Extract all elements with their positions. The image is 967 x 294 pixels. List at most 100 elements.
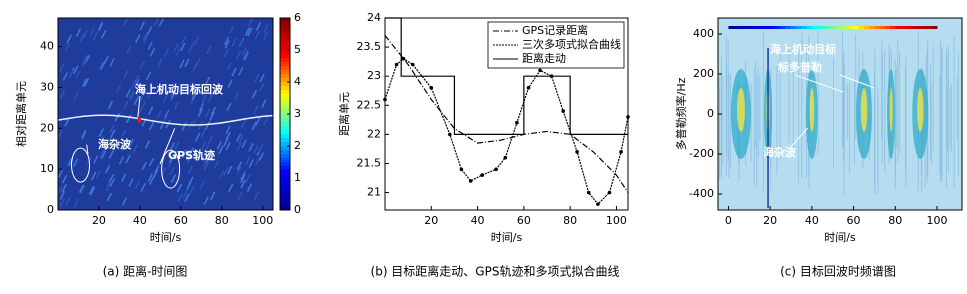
clutter xyxy=(173,101,180,111)
clutter xyxy=(187,165,193,175)
top-band xyxy=(822,26,828,29)
colorbar-tick-label: 5 xyxy=(294,43,301,56)
colorbar-cell xyxy=(280,138,290,143)
y-tick-label: 22.5 xyxy=(357,98,382,111)
top-band xyxy=(790,26,797,29)
point xyxy=(619,150,623,154)
legend-label: GPS记录距离 xyxy=(522,23,588,37)
clutter xyxy=(255,117,261,127)
clutter xyxy=(66,157,72,167)
caption: (c) 目标回波时频谱图 xyxy=(780,265,896,279)
y-axis-label: 距离单元 xyxy=(337,92,351,136)
clutter xyxy=(123,101,129,110)
clutter xyxy=(83,77,90,87)
clutter xyxy=(81,129,87,139)
clutter xyxy=(223,36,230,46)
clutter xyxy=(135,34,141,43)
clutter xyxy=(148,157,155,167)
clutter xyxy=(62,72,69,81)
clutter xyxy=(231,37,237,47)
point xyxy=(480,173,485,177)
target xyxy=(137,117,141,123)
point xyxy=(494,167,498,172)
x-tick-label: 20 xyxy=(763,214,777,227)
annotation-arrow xyxy=(86,144,89,155)
clutter xyxy=(147,89,153,99)
clutter xyxy=(116,83,122,93)
clutter xyxy=(121,173,127,183)
clutter xyxy=(259,73,265,83)
clutter xyxy=(126,114,132,124)
clutter xyxy=(82,29,88,39)
clutter xyxy=(93,155,99,164)
clutter xyxy=(121,197,128,206)
clutter xyxy=(235,50,242,60)
clutter xyxy=(153,17,160,27)
point xyxy=(607,190,612,195)
top-band xyxy=(817,26,823,29)
colorbar-cell xyxy=(280,54,290,59)
x-tick-label: 60 xyxy=(847,214,861,227)
clutter xyxy=(59,62,65,72)
clutter xyxy=(118,155,125,165)
clutter xyxy=(263,31,269,41)
y-tick-label: 24 xyxy=(367,11,381,24)
colorbar-cell xyxy=(280,34,290,39)
top-band xyxy=(827,26,834,29)
top-band xyxy=(738,26,745,29)
x-tick-label: 40 xyxy=(471,214,485,227)
top-band xyxy=(775,26,782,29)
clutter xyxy=(149,47,156,57)
clutter xyxy=(203,144,210,154)
clutter xyxy=(238,66,244,76)
legend-label: 距离走动 xyxy=(522,51,566,65)
clutter xyxy=(186,181,192,190)
clutter xyxy=(78,184,85,193)
x-tick-label: 40 xyxy=(133,214,147,227)
x-tick-label: 60 xyxy=(174,214,188,227)
clutter xyxy=(84,54,91,64)
clutter xyxy=(248,159,254,168)
y-tick-label: 23.5 xyxy=(357,40,382,53)
clutter xyxy=(203,196,209,205)
x-tick-label: 40 xyxy=(805,214,819,227)
clutter xyxy=(186,155,192,164)
clutter xyxy=(146,26,153,35)
clutter xyxy=(236,142,243,151)
y-tick-label: 400 xyxy=(693,27,714,40)
x-tick-label: 80 xyxy=(888,214,902,227)
top-band xyxy=(869,26,875,29)
top-band xyxy=(853,26,860,29)
clutter xyxy=(91,171,97,181)
top-band xyxy=(916,26,922,29)
clutter xyxy=(185,149,191,158)
colorbar-cell xyxy=(280,78,290,83)
y-tick-label: 30 xyxy=(40,80,54,93)
clutter xyxy=(80,184,86,194)
y-tick-label: 23 xyxy=(367,69,381,82)
clutter xyxy=(241,139,247,149)
clutter xyxy=(223,138,229,147)
colorbar-cell xyxy=(280,178,290,183)
clutter xyxy=(125,88,132,98)
clutter xyxy=(245,27,251,37)
clutter xyxy=(227,165,233,175)
x-axis-label: 时间/s xyxy=(824,231,856,244)
clutter xyxy=(195,132,201,142)
colorbar-cell xyxy=(280,98,290,103)
clutter xyxy=(142,32,148,41)
clutter xyxy=(191,118,197,128)
legend-box xyxy=(487,21,625,69)
point xyxy=(468,179,473,183)
colorbar-cell xyxy=(280,102,290,107)
clutter xyxy=(169,166,175,176)
clutter-ring xyxy=(161,149,181,189)
clutter xyxy=(88,186,95,195)
top-band xyxy=(770,26,776,29)
caption: (a) 距离-时间图 xyxy=(103,264,188,279)
colorbar-cell xyxy=(280,110,290,115)
top-band xyxy=(744,26,750,29)
colorbar-cell xyxy=(280,134,290,139)
clutter xyxy=(81,131,87,141)
clutter xyxy=(100,150,107,160)
